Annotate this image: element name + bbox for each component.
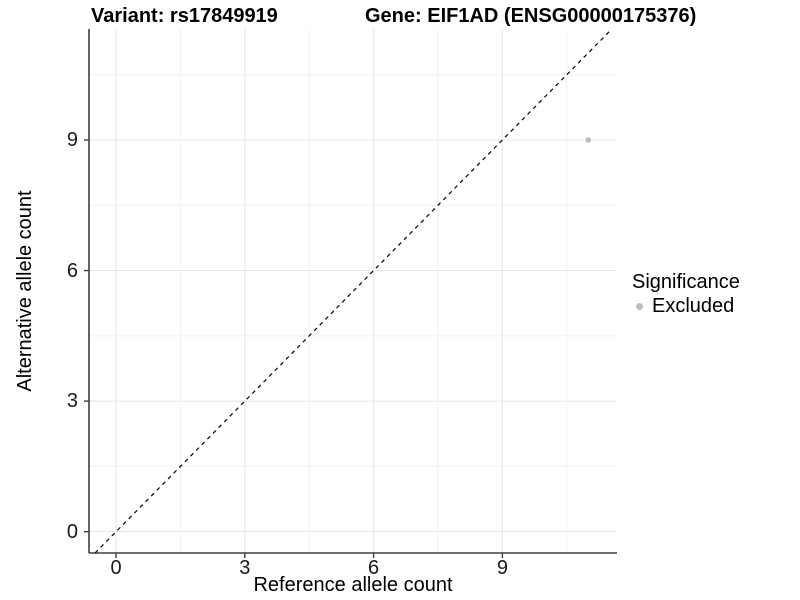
y-axis-title: Alternative allele count [14, 190, 36, 392]
y-tick-label: 6 [66, 259, 78, 282]
variant-title: Variant: rs17849919 [91, 5, 278, 27]
data-point [585, 137, 592, 143]
legend-items: Excluded [628, 294, 740, 318]
y-tick-label: 9 [66, 128, 78, 151]
legend-item-label: Excluded [652, 295, 735, 317]
legend: Significance Excluded [628, 270, 740, 318]
x-tick-label: 9 [496, 557, 508, 579]
legend-item: Excluded [628, 294, 740, 318]
y-tick-label: 0 [66, 520, 78, 543]
legend-title: Significance [632, 271, 740, 293]
x-tick-label: 0 [110, 557, 122, 579]
legend-point-icon [636, 302, 643, 310]
x-axis-title: Reference allele count [253, 574, 453, 596]
y-tick-label: 3 [66, 390, 78, 413]
x-tick-label: 3 [239, 557, 251, 579]
gene-title: Gene: EIF1AD (ENSG00000175376) [365, 5, 697, 27]
x-tick-label: 6 [368, 557, 380, 579]
identity-dashed-line [94, 28, 613, 554]
